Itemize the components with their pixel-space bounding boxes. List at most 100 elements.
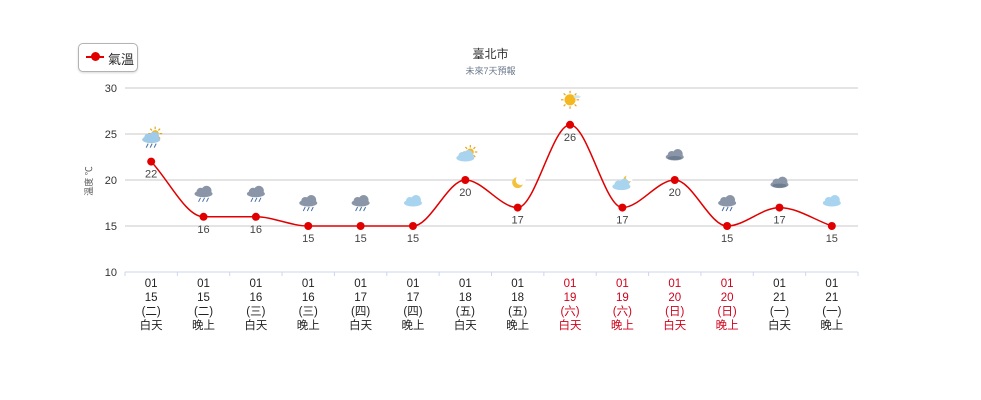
cloudy-rain-icon	[299, 195, 318, 212]
x-tick-label: 白天	[663, 318, 686, 332]
cloudy-icon	[822, 195, 841, 207]
data-labels: 22 16 16 15 15 15 20 17 26 17 20 15 17 15	[145, 132, 838, 245]
overcast-icon	[665, 149, 684, 161]
y-tick-label: 15	[105, 221, 117, 233]
data-label: 16	[197, 224, 209, 236]
data-point	[723, 222, 732, 230]
cloudy-icon	[403, 195, 422, 207]
x-tick-label: (五)	[456, 306, 475, 318]
cloudy-rain-icon	[351, 195, 370, 212]
y-tick-label: 25	[105, 129, 117, 141]
data-point	[827, 222, 836, 230]
x-tick-label: 15	[145, 292, 158, 304]
x-tick-label: 01	[249, 278, 262, 290]
data-label: 17	[616, 215, 628, 227]
data-point	[147, 157, 156, 166]
x-tick-label: 19	[564, 292, 577, 304]
x-tick-label: 晚上	[401, 319, 424, 332]
x-tick-label: 17	[407, 292, 420, 304]
moon-icon	[512, 175, 526, 189]
x-tick-label: 01	[511, 278, 524, 290]
y-axis-label: 溫度 ℃	[83, 166, 94, 196]
x-tick-label: 白天	[559, 318, 582, 332]
x-tick-label: 18	[511, 292, 524, 304]
data-label: 17	[773, 215, 785, 227]
x-tick-label: 17	[354, 292, 367, 304]
x-tick-label: 21	[773, 292, 786, 304]
partly-cloudy-icon	[456, 145, 478, 162]
x-tick-label: (六)	[560, 305, 579, 318]
legend-toggle-temperature[interactable]: 氣溫	[78, 43, 138, 72]
x-tick-label: (一)	[822, 306, 841, 318]
data-label: 20	[669, 187, 681, 199]
data-point	[356, 222, 365, 230]
sunny-icon	[561, 90, 581, 109]
y-tick-label: 30	[105, 83, 117, 95]
x-tick-label: (一)	[770, 306, 789, 318]
cloudy-rain-icon	[246, 185, 265, 203]
x-tick-label: (六)	[613, 305, 632, 318]
y-tick-label: 20	[105, 175, 117, 187]
x-tick-label: 晚上	[611, 319, 634, 332]
x-tick-label: (二)	[142, 306, 161, 318]
data-label: 20	[459, 187, 471, 199]
x-tick-label: 21	[825, 292, 838, 304]
data-point	[408, 222, 417, 230]
x-tick-label: 16	[302, 292, 315, 304]
data-label: 15	[354, 233, 366, 245]
x-tick-label: (五)	[508, 306, 527, 318]
x-tick-label: 01	[354, 278, 367, 290]
data-point	[251, 212, 260, 221]
x-tick-label: 01	[773, 278, 786, 290]
x-axis: 0115(二)白天0115(二)晚上0116(三)白天0116(三)晚上0117…	[124, 271, 859, 332]
grid-lines	[125, 87, 858, 227]
x-tick-label: (三)	[299, 306, 318, 318]
x-tick-label: (日)	[665, 306, 684, 318]
x-tick-label: (三)	[246, 306, 265, 318]
data-points	[147, 120, 836, 230]
x-tick-label: 白天	[454, 318, 477, 332]
chart-title: 臺北市	[472, 47, 509, 61]
legend-marker-icon	[91, 52, 100, 61]
x-tick-label: 晚上	[820, 319, 843, 332]
series-line-temperature	[150, 124, 833, 227]
x-tick-label: 白天	[768, 318, 791, 332]
x-tick-label: 01	[825, 278, 838, 290]
x-tick-label: 01	[721, 278, 734, 290]
x-tick-label: (日)	[718, 306, 737, 318]
x-tick-label: (四)	[351, 306, 370, 318]
x-tick-label: 20	[668, 292, 681, 304]
x-tick-label: 白天	[244, 318, 267, 332]
data-point	[513, 203, 522, 212]
y-tick-label: 10	[105, 267, 117, 279]
x-tick-label: 16	[249, 292, 262, 304]
x-tick-label: 01	[145, 278, 158, 290]
data-point	[461, 176, 470, 184]
partly-cloudy-night-icon	[612, 174, 634, 191]
legend-label: 氣溫	[108, 52, 135, 67]
data-point	[304, 222, 313, 230]
data-point	[670, 176, 679, 184]
data-label: 15	[302, 233, 314, 245]
x-tick-label: 白天	[349, 318, 372, 332]
data-label: 16	[250, 224, 262, 236]
x-tick-label: 01	[459, 278, 472, 290]
data-label: 17	[512, 215, 524, 227]
x-tick-label: 20	[721, 292, 734, 304]
x-tick-label: 晚上	[297, 319, 320, 332]
y-axis-ticks: 10 15 20 25 30	[105, 83, 117, 279]
x-tick-label: 19	[616, 292, 629, 304]
chart-subtitle: 未來7天預報	[465, 66, 516, 76]
x-tick-label: 01	[616, 278, 629, 290]
overcast-icon	[770, 176, 789, 189]
x-tick-label: (二)	[194, 306, 213, 318]
data-label: 26	[564, 132, 576, 144]
x-tick-label: 晚上	[192, 319, 215, 332]
weather-icons	[142, 90, 841, 212]
x-tick-label: 晚上	[506, 319, 529, 332]
data-label: 15	[407, 233, 419, 245]
x-tick-label: (四)	[403, 306, 422, 318]
x-tick-label: 01	[668, 278, 681, 290]
data-point	[775, 203, 784, 212]
